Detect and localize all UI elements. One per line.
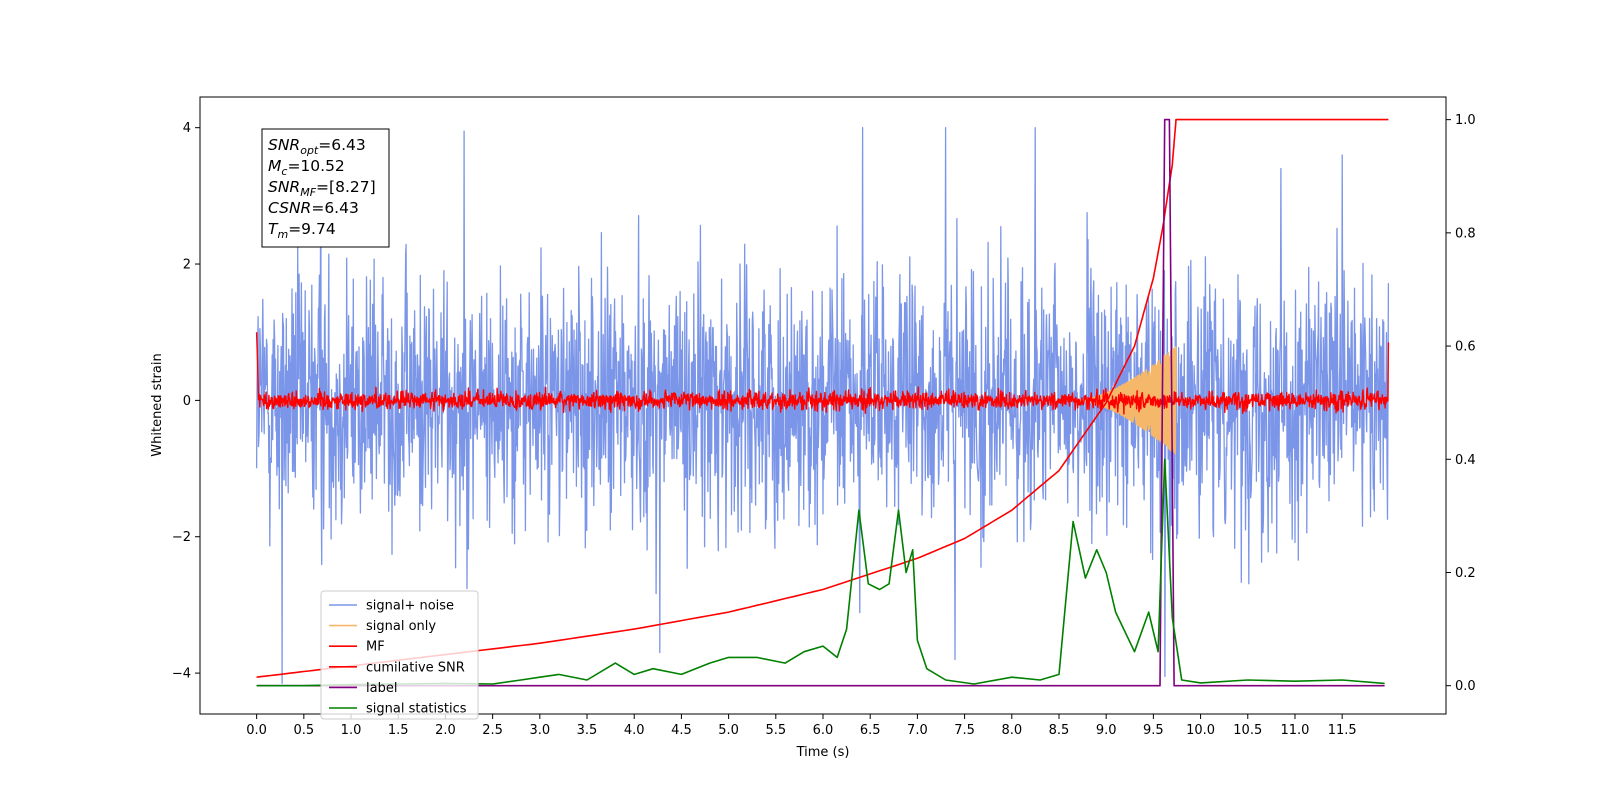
annotation-value: =6.43 — [311, 199, 359, 217]
annotation-box: SNRopt=6.43Mc=10.52SNRMF=[8.27]CSNR=6.43… — [261, 128, 390, 248]
annotation-value: =[8.27] — [316, 178, 376, 196]
annotation-value: =9.74 — [288, 220, 336, 238]
legend-label: label — [366, 681, 397, 696]
series-label-line — [256, 118, 1385, 687]
legend-label: MF — [366, 640, 385, 655]
series-signal-statistics-line — [256, 458, 1385, 687]
legend-label: signal only — [366, 619, 436, 634]
y-tick-label: −2 — [172, 530, 191, 545]
annotation-subscript: m — [277, 228, 288, 241]
x-axis-label: Time (s) — [796, 745, 850, 760]
x-tick-label: 3.5 — [577, 723, 598, 738]
x-tick-label: 3.0 — [529, 723, 550, 738]
x-tick-label: 5.0 — [718, 723, 739, 738]
x-tick-label: 4.0 — [624, 723, 645, 738]
legend-label: signal+ noise — [366, 599, 454, 614]
y2-tick-label: 0.4 — [1455, 453, 1476, 468]
x-tick-label: 1.0 — [341, 723, 362, 738]
y2-tick-label: 0.6 — [1455, 340, 1476, 355]
x-tick-label: 8.5 — [1049, 723, 1070, 738]
y-tick-label: −4 — [172, 667, 191, 682]
legend-frame — [320, 590, 479, 720]
annotation-symbol: M — [268, 157, 281, 175]
annotation-symbol: CSNR — [268, 199, 311, 217]
series-mf-line — [255, 332, 1390, 415]
annotation-line: SNRMF=[8.27] — [268, 178, 376, 199]
legend-label: signal statistics — [366, 702, 467, 717]
x-tick-label: 1.5 — [388, 723, 409, 738]
annotation-line: Tm=9.74 — [268, 220, 336, 241]
x-tick-label: 9.0 — [1096, 723, 1117, 738]
y-tick-label: 0 — [183, 394, 191, 409]
x-tick-label: 4.5 — [671, 723, 692, 738]
y2-tick-label: 0.8 — [1455, 226, 1476, 241]
x-tick-label: 2.0 — [435, 723, 456, 738]
x-tick-label: 2.5 — [482, 723, 503, 738]
y-axis-label: Whitened strain — [150, 353, 165, 456]
x-tick-label: 10.5 — [1233, 723, 1262, 738]
series-signal-noise-line — [255, 127, 1390, 684]
annotation-line: CSNR=6.43 — [268, 199, 359, 217]
x-tick-label: 9.5 — [1143, 723, 1164, 738]
x-tick-label: 10.0 — [1186, 723, 1215, 738]
y-tick-label: 2 — [183, 258, 191, 273]
x-tick-label: 6.0 — [813, 723, 834, 738]
annotation-subscript: opt — [300, 144, 319, 157]
x-tick-label: 0.0 — [246, 723, 267, 738]
x-tick-label: 11.0 — [1280, 723, 1309, 738]
x-tick-label: 7.5 — [954, 723, 975, 738]
annotation-symbol: SNR — [268, 178, 300, 196]
annotation-value: =6.43 — [318, 136, 366, 154]
legend: signal+ noise signal only MF cumilative SNR… — [320, 590, 479, 720]
x-tick-label: 5.5 — [765, 723, 786, 738]
x-tick-label: 11.5 — [1328, 723, 1357, 738]
y-tick-label: 4 — [183, 121, 191, 136]
legend-label: cumilative SNR — [366, 660, 465, 675]
annotation-value: =10.52 — [287, 157, 344, 175]
annotation-frame — [261, 128, 390, 248]
annotation-symbol: SNR — [268, 136, 300, 154]
y2-tick-label: 1.0 — [1455, 113, 1476, 128]
y2-tick-label: 0.2 — [1455, 566, 1476, 581]
annotation-subscript: MF — [300, 186, 316, 199]
annotation-symbol: T — [268, 220, 279, 238]
x-tick-label: 7.0 — [907, 723, 928, 738]
annotation-subscript: c — [281, 165, 287, 178]
x-tick-label: 0.5 — [293, 723, 314, 738]
axes-layer: 0.0 0.5 1.0 1.5 2.0 2.5 3.0 3.5 4.0 4.5 5.0 5.5 6.0 6… — [172, 113, 1476, 738]
annotation-line: SNRopt=6.43 — [268, 136, 366, 157]
annotation-line: Mc=10.52 — [268, 157, 345, 178]
y2-tick-label: 0.0 — [1455, 679, 1476, 694]
x-tick-label: 6.5 — [860, 723, 881, 738]
x-tick-label: 8.0 — [1001, 723, 1022, 738]
